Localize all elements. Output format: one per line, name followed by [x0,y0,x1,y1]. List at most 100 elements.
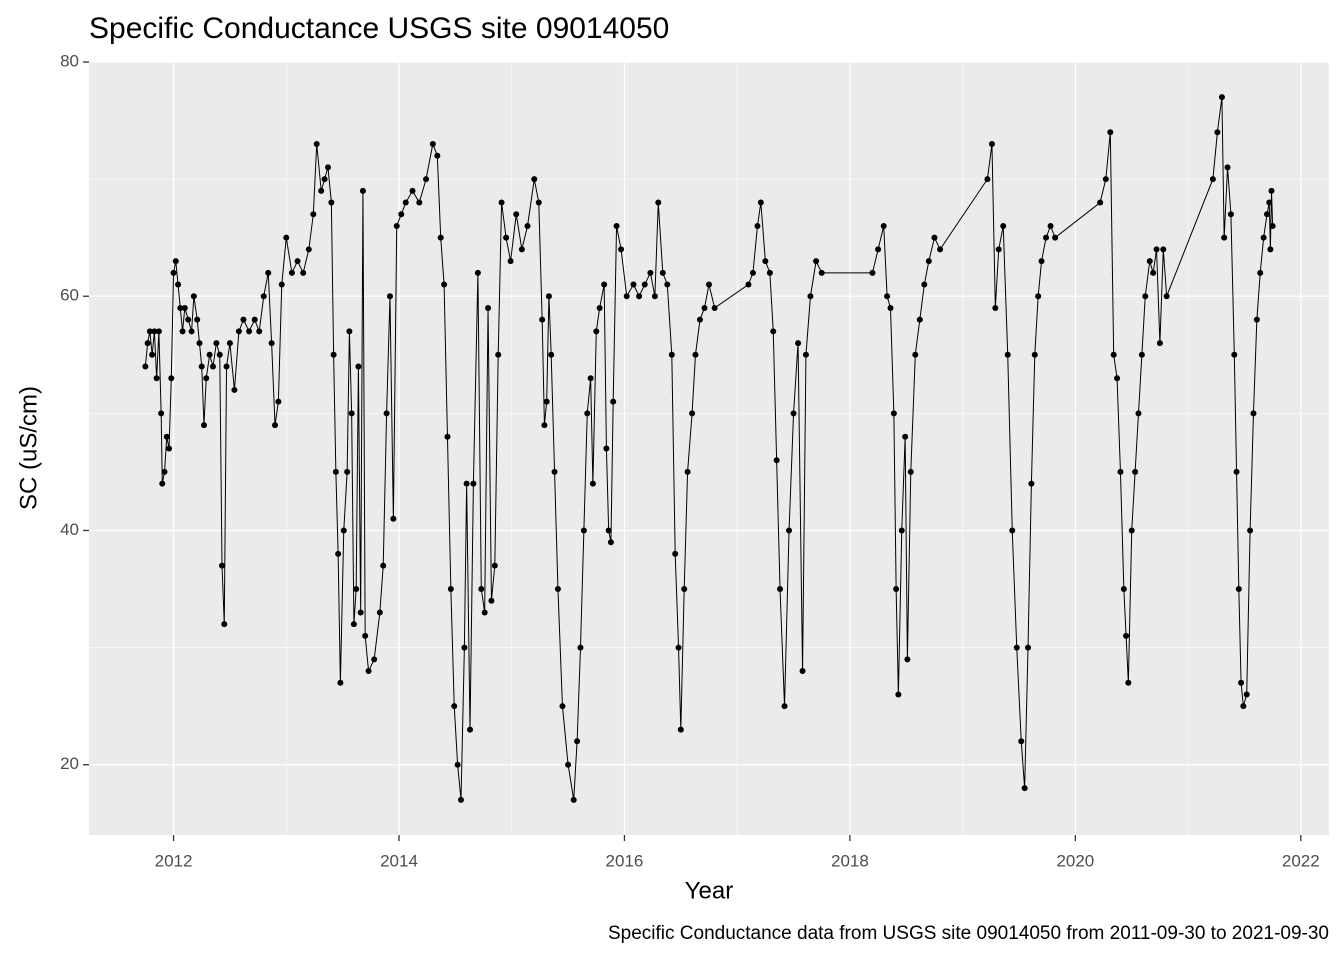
data-point [371,656,378,663]
data-point [706,281,712,288]
data-point [1160,246,1167,253]
data-point [1138,351,1145,358]
data-point [491,562,498,569]
data-point [623,293,630,300]
data-point [158,410,165,417]
data-point [260,293,267,300]
data-point [807,293,814,300]
data-point [163,433,170,440]
x-tick-label: 2022 [1282,851,1320,870]
x-tick-label: 2020 [1056,851,1094,870]
data-point [1047,222,1054,229]
data-point [672,550,679,557]
data-point [185,316,192,323]
data-point [344,468,351,475]
data-point [1146,258,1153,265]
data-point [194,316,201,323]
data-point [1257,269,1264,276]
data-point [223,363,230,370]
data-point [240,316,247,323]
data-point [198,363,205,370]
data-point [651,293,658,300]
data-point [1266,199,1273,206]
y-tick-label: 60 [60,286,79,305]
data-point [641,281,648,288]
data-point [168,375,175,382]
data-point [1135,410,1142,417]
data-point [1240,703,1247,710]
data-point [340,527,347,534]
data-point [777,586,784,593]
data-point [647,269,654,276]
data-point [1107,129,1114,136]
data-point [346,328,353,335]
data-point [402,199,409,206]
data-point [409,187,416,194]
data-point [441,281,448,288]
data-point [786,527,793,534]
data-point [1221,234,1228,241]
data-point [1035,293,1042,300]
data-point [762,258,769,265]
chart-title: Specific Conductance USGS site 09014050 [89,12,669,45]
data-point [283,234,290,241]
data-point [893,586,900,593]
data-point [196,340,203,347]
data-point [478,586,485,593]
y-tick-label: 40 [60,520,79,539]
data-point [992,304,999,311]
data-point [1120,586,1127,593]
data-point [348,410,355,417]
data-point [181,304,188,311]
data-point [203,375,210,382]
data-point [305,246,312,253]
data-point [265,269,272,276]
data-point [541,422,548,429]
data-point [1233,468,1240,475]
data-point [376,609,383,616]
data-point [1097,199,1104,206]
data-point [166,445,173,452]
data-point [818,269,825,276]
data-point [1142,293,1149,300]
data-point [170,269,177,276]
data-point [498,199,505,206]
data-point [161,468,168,475]
data-point [313,140,320,147]
data-point [200,422,207,429]
data-point [802,351,809,358]
data-point [294,258,301,265]
data-point [1021,785,1028,792]
data-point [383,410,390,417]
data-point [659,269,666,276]
data-point [684,468,691,475]
data-point [745,281,752,288]
data-point [278,281,285,288]
data-point [142,363,149,370]
data-point [251,316,258,323]
data-point [1235,586,1242,593]
data-point [159,480,166,487]
data-point [146,328,153,335]
data-point [937,246,944,253]
data-point [887,304,894,311]
data-point [880,222,887,229]
data-point [869,269,876,276]
data-point [1117,468,1124,475]
data-point [1028,480,1035,487]
data-point [925,258,932,265]
data-point [1052,234,1059,241]
data-point [554,586,561,593]
x-tick-label: 2012 [155,851,193,870]
data-point [988,140,995,147]
data-point [485,304,492,311]
data-point [890,410,897,417]
data-point [1247,527,1254,534]
data-point [1114,375,1121,382]
data-point [328,199,335,206]
data-point [1227,211,1234,218]
data-point [984,176,991,183]
data-point [1031,351,1038,358]
data-point [577,644,584,651]
